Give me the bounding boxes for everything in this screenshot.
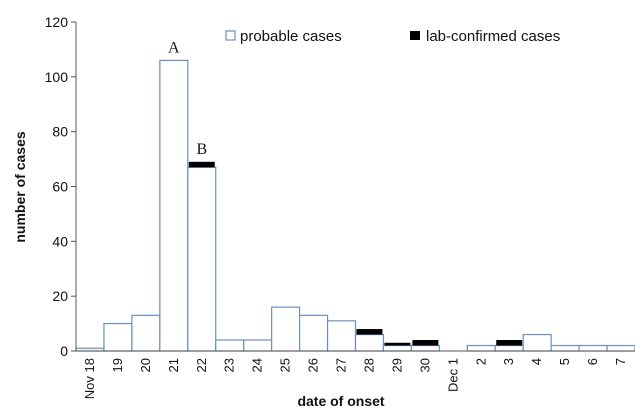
x-tick-label: 23 bbox=[222, 358, 237, 372]
y-tick-label: 120 bbox=[45, 14, 69, 30]
bars-group bbox=[75, 59, 635, 352]
probable-cases-bar bbox=[103, 322, 133, 352]
probable-cases-bar bbox=[354, 333, 385, 352]
legend-label-lab-confirmed: lab-confirmed cases bbox=[426, 28, 560, 45]
bar-annotations: AB bbox=[168, 39, 207, 157]
bar-annotation-label: A bbox=[168, 39, 180, 56]
x-tick-label: Nov 18 bbox=[82, 358, 97, 399]
y-tick-label: 0 bbox=[60, 343, 68, 359]
x-tick-label: 22 bbox=[194, 358, 209, 372]
y-axis-title: number of cases bbox=[12, 131, 28, 242]
x-tick-label: 20 bbox=[138, 358, 153, 372]
probable-cases-bar bbox=[187, 166, 217, 352]
x-tick-label: 29 bbox=[389, 358, 404, 372]
lab-confirmed-cases-bar bbox=[496, 340, 523, 346]
legend-swatch-probable bbox=[225, 30, 236, 41]
x-tick-label: 5 bbox=[557, 358, 572, 365]
x-tick-label: 19 bbox=[110, 358, 125, 372]
x-tick-label: 4 bbox=[529, 358, 544, 365]
bar-annotation-label: B bbox=[196, 141, 207, 158]
probable-cases-bar bbox=[271, 306, 301, 352]
x-tick-label: 21 bbox=[166, 358, 181, 372]
x-tick-label: 3 bbox=[501, 358, 516, 365]
lab-confirmed-cases-bar bbox=[412, 340, 439, 346]
x-axis-title: date of onset bbox=[297, 393, 384, 409]
y-tick-label: 100 bbox=[45, 69, 69, 85]
x-tick-label: 28 bbox=[361, 358, 376, 372]
lab-confirmed-cases-bar bbox=[384, 342, 411, 346]
probable-cases-bar bbox=[159, 59, 189, 352]
x-tick-label: 24 bbox=[250, 358, 265, 372]
probable-cases-bar bbox=[299, 314, 329, 352]
probable-cases-bar bbox=[466, 344, 496, 352]
legend: probable cases lab-confirmed cases bbox=[225, 28, 560, 45]
x-tick-label: 25 bbox=[278, 358, 293, 372]
x-tick-label: 6 bbox=[585, 358, 600, 365]
x-tick-label: 27 bbox=[334, 358, 349, 372]
probable-cases-bar bbox=[215, 339, 245, 352]
legend-label-probable: probable cases bbox=[240, 28, 342, 45]
x-tick-label: Dec 1 bbox=[445, 358, 460, 392]
y-tick-label: 40 bbox=[52, 233, 68, 249]
x-tick-label: 2 bbox=[473, 358, 488, 365]
y-tick-label: 80 bbox=[52, 124, 68, 140]
probable-cases-bar bbox=[550, 344, 580, 352]
probable-cases-bar bbox=[522, 333, 552, 352]
y-tick-labels: 0 20 40 60 80 100 120 bbox=[45, 14, 76, 359]
probable-cases-bar bbox=[494, 344, 524, 352]
lab-confirmed-cases-bar bbox=[356, 329, 383, 335]
probable-cases-bar bbox=[326, 320, 357, 352]
probable-cases-bar bbox=[131, 314, 161, 352]
probable-cases-bar bbox=[606, 344, 635, 352]
probable-cases-bar bbox=[578, 344, 608, 352]
probable-cases-bar bbox=[243, 339, 273, 352]
probable-cases-bar bbox=[382, 344, 413, 352]
x-tick-label: 26 bbox=[306, 358, 321, 372]
y-tick-label: 20 bbox=[52, 288, 68, 304]
y-tick-label: 60 bbox=[52, 179, 68, 195]
probable-cases-bar bbox=[410, 344, 440, 352]
x-tick-label: 30 bbox=[417, 358, 432, 372]
x-tick-label: 7 bbox=[613, 358, 628, 365]
lab-confirmed-cases-bar bbox=[188, 161, 215, 168]
legend-swatch-lab-confirmed bbox=[410, 31, 420, 40]
